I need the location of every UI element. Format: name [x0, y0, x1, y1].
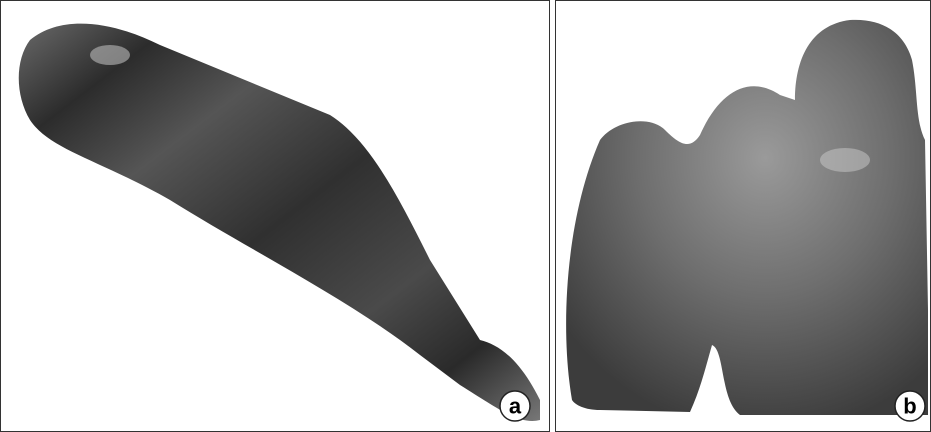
panel-label: b	[903, 394, 916, 419]
page: a b (() => { const data = JSON.parse(doc…	[0, 0, 931, 432]
panel-b: b	[556, 1, 931, 432]
figure: a b	[0, 0, 931, 432]
panel-label: a	[509, 394, 522, 419]
panel-a: a	[1, 1, 550, 432]
highlight	[90, 45, 130, 65]
highlight	[820, 148, 870, 172]
